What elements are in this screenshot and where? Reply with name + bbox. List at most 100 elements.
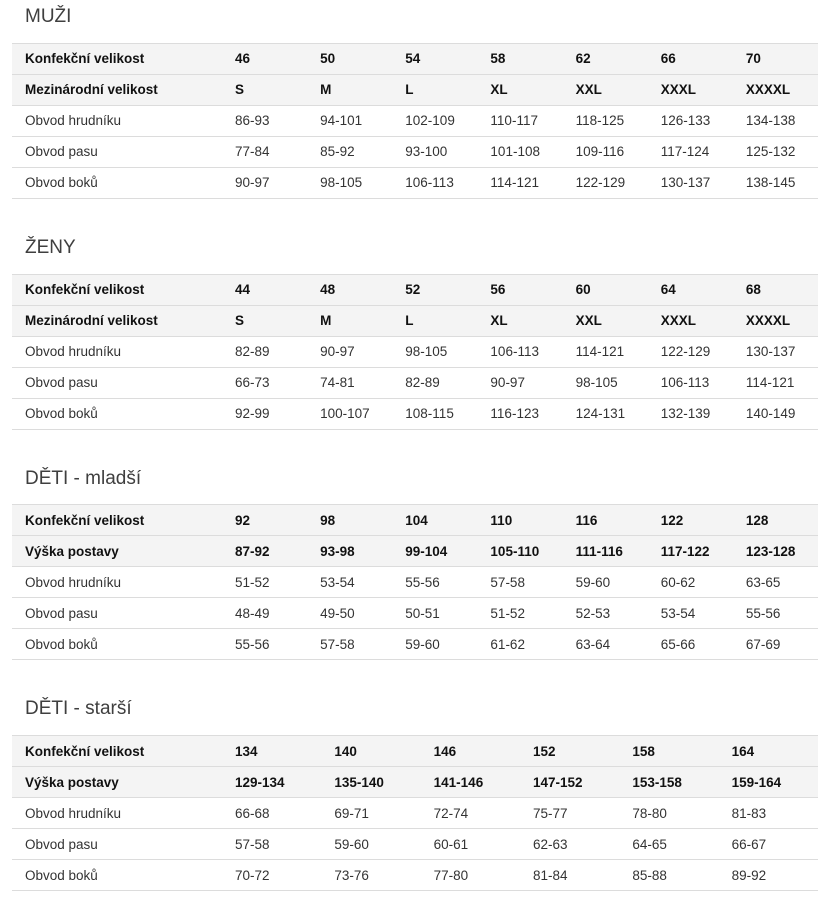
size-cell: 130-137 <box>660 175 711 191</box>
size-chart-section: ŽENY Konfekční velikost 44 48 52 56 60 64 68 Mezi… <box>12 237 818 430</box>
size-cell: 124-131 <box>575 406 626 422</box>
size-cell: 63-64 <box>575 636 611 652</box>
table-row: Obvod pasu 77-84 85-92 93-100 101-108 109-116… <box>12 136 818 168</box>
size-cell: 61-62 <box>490 636 525 652</box>
size-cell: 122-129 <box>660 344 711 360</box>
size-cell: 66-68 <box>235 805 270 821</box>
size-cell: 58 <box>490 51 506 67</box>
size-chart-section: DĚTI - mladší Konfekční velikost 92 98 104 11… <box>12 468 818 661</box>
table-row: Obvod boků 55-56 57-58 59-60 61-62 63-64 65-66… <box>12 629 818 660</box>
size-cell: 64-65 <box>632 836 667 852</box>
size-cell: 57-58 <box>490 574 525 590</box>
table-header-row: Výška postavy 129-134 135-140 141-146 147-15… <box>12 766 818 798</box>
size-cell: 77-80 <box>433 867 469 883</box>
row-label: Obvod boků <box>25 175 98 191</box>
row-label: Obvod hrudníku <box>25 344 122 360</box>
size-cell: 146 <box>433 743 457 759</box>
table-header-row: Výška postavy 87-92 93-98 99-104 105-110 111-… <box>12 535 818 567</box>
size-cell: 51-52 <box>235 574 270 590</box>
size-cell: 50 <box>320 51 336 67</box>
size-cell: 63-65 <box>745 574 781 590</box>
size-cell: 82-89 <box>405 375 440 391</box>
table-header-row: Konfekční velikost 44 48 52 56 60 64 68 <box>12 274 818 306</box>
size-cell: 158 <box>632 743 655 759</box>
size-cell: 51-52 <box>490 605 525 621</box>
row-label: Výška postavy <box>25 774 119 790</box>
size-cell: 59-60 <box>334 836 369 852</box>
size-cell: XXXXL <box>745 82 791 98</box>
size-cell: 147-152 <box>532 774 583 790</box>
section-title: MUŽI <box>25 6 72 27</box>
size-cell: 46 <box>235 51 251 67</box>
size-cell: 98-105 <box>320 175 363 191</box>
size-cell: 86-93 <box>235 113 270 129</box>
size-cell: 132-139 <box>660 406 711 422</box>
size-cell: 56 <box>490 282 506 298</box>
table-header-row: Konfekční velikost 46 50 54 58 62 66 70 <box>12 43 818 75</box>
size-cell: 52-53 <box>575 605 611 621</box>
size-cell: 122 <box>660 512 684 528</box>
size-cell: 98 <box>320 512 336 528</box>
size-cell: 72-74 <box>433 805 469 821</box>
size-cell: 60-62 <box>660 574 696 590</box>
size-cell: 114-121 <box>745 375 795 391</box>
table-row: Obvod hrudníku 51-52 53-54 55-56 57-58 59-60 6… <box>12 567 818 598</box>
size-cell: 85-92 <box>320 144 355 160</box>
size-cell: 93-98 <box>320 543 355 559</box>
size-cell: 68 <box>745 282 761 298</box>
size-cell: 62-63 <box>532 836 568 852</box>
row-label: Obvod boků <box>25 636 98 652</box>
size-cell: 98-105 <box>405 344 448 360</box>
table-row: Obvod hrudníku 82-89 90-97 98-105 106-113 114… <box>12 336 818 368</box>
size-cell: 55-56 <box>745 605 781 621</box>
size-cell: 90-97 <box>235 175 270 191</box>
section-title: DĚTI - mladší <box>25 467 142 489</box>
size-cell: L <box>405 82 414 98</box>
size-cell: 153-158 <box>632 774 682 790</box>
size-cell: 60 <box>575 282 591 298</box>
size-cell: 111-116 <box>575 543 623 559</box>
size-cell: M <box>320 313 332 329</box>
section-title: DĚTI - starší <box>25 698 132 720</box>
size-cell: 130-137 <box>745 344 796 360</box>
row-label: Obvod hrudníku <box>25 805 122 821</box>
size-cell: 59-60 <box>405 636 440 652</box>
row-label: Obvod pasu <box>25 605 98 621</box>
size-cell: 123-128 <box>745 543 796 559</box>
size-cell: 74-81 <box>320 375 355 391</box>
size-cell: 50-51 <box>405 605 440 621</box>
row-label: Obvod boků <box>25 406 98 422</box>
size-cell: 114-121 <box>575 344 625 360</box>
size-cell: 92 <box>235 512 251 528</box>
size-cell: 70-72 <box>235 867 270 883</box>
size-cell: 138-145 <box>745 175 796 191</box>
size-cell: L <box>405 313 414 329</box>
size-cell: 82-89 <box>235 344 270 360</box>
size-cell: 81-83 <box>731 805 767 821</box>
size-cell: 140 <box>334 743 357 759</box>
size-cell: 44 <box>235 282 251 298</box>
size-cell: 67-69 <box>745 636 781 652</box>
size-cell: 66 <box>660 51 676 67</box>
size-cell: 87-92 <box>235 543 270 559</box>
size-cell: 75-77 <box>532 805 568 821</box>
size-cell: 114-121 <box>490 175 539 191</box>
size-cell: XXXL <box>660 82 696 98</box>
table-row: Obvod hrudníku 66-68 69-71 72-74 75-77 78-80 8… <box>12 798 818 829</box>
table-row: Obvod pasu 57-58 59-60 60-61 62-63 64-65 66-67 <box>12 829 818 860</box>
row-label: Obvod pasu <box>25 375 98 391</box>
row-label: Obvod hrudníku <box>25 574 122 590</box>
size-cell: 53-54 <box>660 605 696 621</box>
size-cell: 54 <box>405 51 421 67</box>
row-label: Obvod boků <box>25 867 98 883</box>
row-label: Konfekční velikost <box>25 282 145 298</box>
size-cell: 164 <box>731 743 755 759</box>
size-cell: 101-108 <box>490 144 540 160</box>
size-cell: 78-80 <box>632 805 667 821</box>
size-cell: 117-124 <box>660 144 710 160</box>
size-cell: 135-140 <box>334 774 384 790</box>
table-row: Obvod boků 92-99 100-107 108-115 116-123 124-… <box>12 398 818 430</box>
table-row: Obvod boků 70-72 73-76 77-80 81-84 85-88 89-92 <box>12 860 818 891</box>
size-cell: 49-50 <box>320 605 355 621</box>
